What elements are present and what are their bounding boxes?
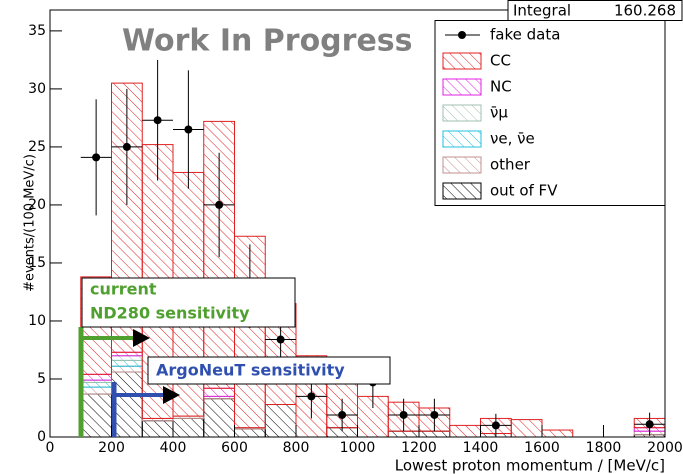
legend-swatch [442, 130, 482, 148]
bar-segment [111, 371, 143, 438]
bar-segment [387, 430, 420, 438]
y-tick-label: 0 [37, 429, 46, 445]
x-tick-label: 200 [98, 440, 125, 456]
data-point [92, 153, 101, 162]
annotation: ArgoNeuT sensitivity [156, 361, 345, 380]
x-tick-label: 1000 [340, 440, 376, 456]
bar-segment [141, 420, 174, 438]
legend-label: fake data [490, 26, 560, 44]
arrow-head [133, 329, 150, 347]
x-tick-label: 1200 [401, 440, 437, 456]
bar-segment [234, 428, 266, 438]
stats-value: 160.268 [614, 2, 676, 20]
data-point [215, 200, 224, 209]
legend-label: ν̄μ [490, 104, 508, 122]
data-point [122, 142, 131, 151]
x-tick-label: 1400 [463, 440, 499, 456]
x-tick-label: 400 [160, 440, 187, 456]
annotation: current [90, 280, 157, 299]
annotation: ND280 sensitivity [90, 304, 250, 323]
legend-swatch [442, 78, 482, 96]
bar-segment [80, 381, 112, 388]
y-tick-label: 20 [28, 197, 46, 213]
nd280-box [81, 277, 296, 328]
x-tick-label: 600 [221, 440, 248, 456]
data-point [645, 420, 654, 429]
stats-label: Integral [513, 2, 571, 20]
bar-segment [111, 365, 143, 373]
bar-segment [80, 386, 112, 395]
legend-label: out of FV [490, 182, 558, 200]
bar-segment [111, 355, 143, 361]
x-tick-label: 1800 [586, 440, 622, 456]
bar-segment [111, 351, 143, 357]
y-tick-label: 10 [28, 313, 46, 329]
bar-segment [264, 404, 297, 438]
y-tick-label: 35 [28, 23, 46, 39]
data-point [184, 125, 193, 134]
y-tick-label: 15 [28, 255, 46, 271]
data-point [153, 116, 162, 125]
data-point [430, 410, 439, 419]
legend-marker [458, 31, 466, 39]
legend-swatch [442, 52, 482, 70]
data-point [276, 335, 285, 344]
y-axis-label: #events/(100 MeV/c) [23, 154, 38, 292]
bar-segment [203, 398, 235, 438]
x-tick-label: 1600 [524, 440, 560, 456]
bar-segment [418, 430, 451, 438]
bar-segment [80, 393, 112, 438]
legend-swatch [442, 182, 482, 200]
data-point [338, 410, 347, 419]
bar-segment [111, 359, 143, 367]
arrow-head [163, 386, 180, 404]
bar-segment [449, 424, 481, 438]
legend-label: other [490, 156, 531, 174]
bar-segment [172, 417, 205, 438]
bar-segment [541, 429, 574, 438]
legend-label: NC [490, 78, 512, 96]
bar-segment [80, 373, 112, 381]
y-tick-label: 5 [37, 371, 46, 387]
data-point [399, 410, 408, 419]
data-point [307, 392, 316, 401]
legend-entries: fake data CC NC ν̄μ νe, ν̄e other out of FV [442, 26, 560, 200]
y-tick-label: 30 [28, 81, 46, 97]
bar-segment [203, 387, 235, 397]
x-tick-label: 800 [283, 440, 310, 456]
legend-swatch [442, 104, 482, 122]
x-tick-label: 2000 [647, 440, 683, 456]
bar-segment [510, 419, 543, 438]
y-tick-label: 25 [28, 139, 46, 155]
chart-title: Work In Progress [122, 24, 413, 59]
legend-swatch [442, 156, 482, 174]
legend-label: νe, ν̄e [490, 130, 535, 148]
x-axis-label: Lowest proton momentum / [MeV/c] [395, 457, 665, 474]
x-tick-label: 0 [46, 440, 55, 456]
data-point [491, 421, 500, 430]
legend-label: CC [490, 52, 511, 70]
argoneut-box [147, 356, 391, 385]
